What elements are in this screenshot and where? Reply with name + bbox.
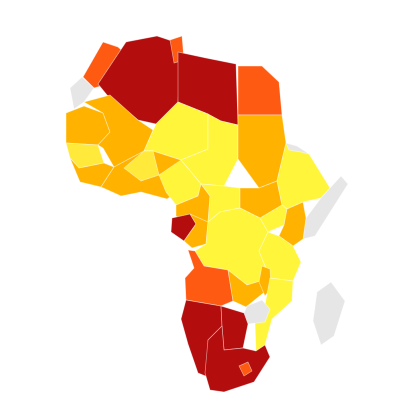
country-eritrea[interactable]: [285, 142, 310, 155]
country-burkina-faso[interactable]: [123, 150, 160, 182]
country-madagascar[interactable]: [312, 281, 346, 346]
country-lesotho[interactable]: [238, 361, 253, 377]
country-egypt[interactable]: [237, 65, 283, 116]
country-south-africa[interactable]: [204, 325, 271, 393]
countries-layer: [65, 35, 349, 393]
country-angola[interactable]: [184, 249, 234, 307]
country-western-sahara[interactable]: [69, 76, 95, 110]
